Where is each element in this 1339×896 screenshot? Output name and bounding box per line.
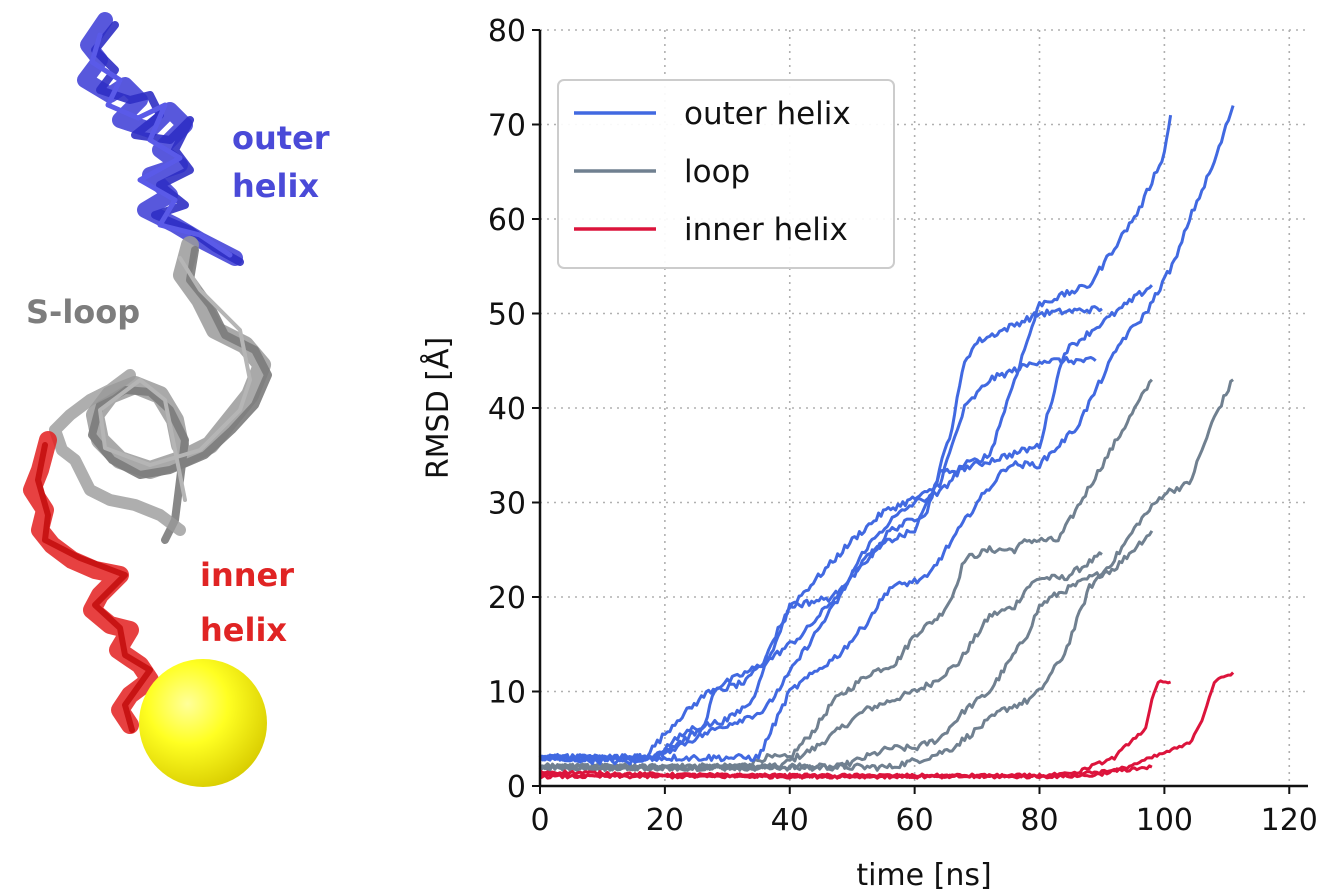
- x-tick-label: 40: [771, 803, 809, 838]
- ticks: 0 20 40 60 80 100 120 0 10 20 30 40 50 60 70 80: [488, 14, 1318, 838]
- inner-helix-structure: [23, 431, 159, 734]
- y-tick-label: 80: [488, 14, 526, 49]
- series-line-loop-7: [538, 530, 1154, 772]
- series-layer: [538, 105, 1235, 780]
- x-tick-label: 0: [530, 803, 549, 838]
- x-tick-label: 120: [1261, 803, 1318, 838]
- legend-label-inner-helix: inner helix: [684, 212, 848, 248]
- series-line-outer-helix-2: [540, 284, 1153, 763]
- x-tick-label: 20: [646, 803, 684, 838]
- series-line-outer-helix-4: [539, 105, 1235, 763]
- legend: outer helix loop inner helix: [557, 79, 895, 269]
- y-tick-label: 10: [488, 676, 526, 711]
- legend-box: [557, 79, 895, 269]
- outer-helix-label-line1: outer: [232, 119, 330, 157]
- x-tick-label: 80: [1020, 803, 1058, 838]
- y-tick-label: 0: [507, 770, 526, 805]
- x-tick-label: 60: [896, 803, 934, 838]
- y-tick-label: 60: [488, 203, 526, 238]
- y-tick-label: 30: [488, 487, 526, 522]
- s-loop-structure: [49, 236, 272, 544]
- y-tick-label: 70: [488, 109, 526, 144]
- x-axis-label: time [ns]: [856, 858, 991, 893]
- series-line-loop-5: [538, 551, 1103, 772]
- series-line-outer-helix-3: [539, 114, 1173, 763]
- inner-helix-label: inner helix: [200, 548, 294, 658]
- y-tick-label: 40: [488, 392, 526, 427]
- s-loop-label-line1: S-loop: [26, 293, 141, 331]
- y-tick-label: 20: [488, 581, 526, 616]
- inner-helix-label-line2: helix: [200, 611, 288, 649]
- legend-label-loop: loop: [684, 154, 750, 190]
- outer-helix-label-line2: helix: [232, 167, 320, 205]
- series-line-inner-helix-11: [539, 671, 1235, 780]
- legend-label-outer-helix: outer helix: [684, 96, 851, 132]
- series-line-loop-8: [539, 378, 1234, 772]
- series-line-outer-helix-1: [538, 356, 1097, 763]
- inner-helix-label-line1: inner: [200, 556, 295, 594]
- y-axis-label: RMSD [Å]: [420, 337, 456, 479]
- y-tick-label: 50: [488, 298, 526, 333]
- metal-sphere: [139, 659, 267, 787]
- series-line-loop-6: [539, 378, 1153, 772]
- outer-helix-structure: [77, 12, 244, 266]
- s-loop-label: S-loop: [26, 288, 140, 336]
- molecule-render: [23, 12, 272, 787]
- outer-helix-label: outer helix: [232, 114, 330, 210]
- x-tick-label: 100: [1136, 803, 1193, 838]
